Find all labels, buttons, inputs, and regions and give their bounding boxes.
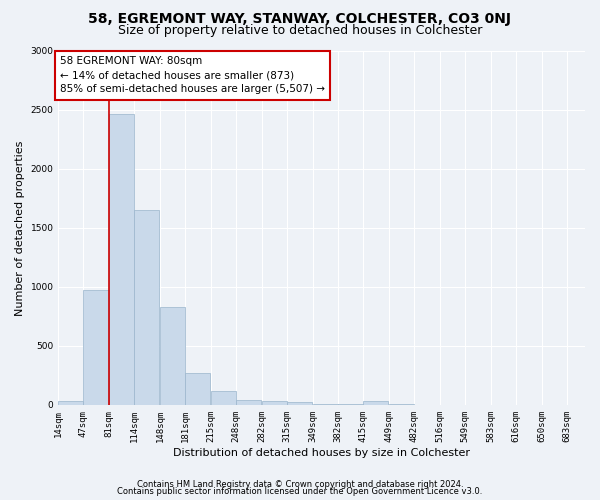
- Text: Contains HM Land Registry data © Crown copyright and database right 2024.: Contains HM Land Registry data © Crown c…: [137, 480, 463, 489]
- Bar: [211, 390, 236, 405]
- Bar: [83, 290, 109, 405]
- Bar: [338, 404, 363, 405]
- Bar: [134, 210, 160, 405]
- Bar: [236, 400, 261, 405]
- Text: Size of property relative to detached houses in Colchester: Size of property relative to detached ho…: [118, 24, 482, 37]
- Bar: [262, 402, 287, 405]
- Y-axis label: Number of detached properties: Number of detached properties: [15, 140, 25, 316]
- Bar: [185, 373, 211, 405]
- Text: 58, EGREMONT WAY, STANWAY, COLCHESTER, CO3 0NJ: 58, EGREMONT WAY, STANWAY, COLCHESTER, C…: [89, 12, 511, 26]
- Bar: [363, 402, 388, 405]
- X-axis label: Distribution of detached houses by size in Colchester: Distribution of detached houses by size …: [173, 448, 470, 458]
- Text: Contains public sector information licensed under the Open Government Licence v3: Contains public sector information licen…: [118, 487, 482, 496]
- Text: 58 EGREMONT WAY: 80sqm
← 14% of detached houses are smaller (873)
85% of semi-de: 58 EGREMONT WAY: 80sqm ← 14% of detached…: [60, 56, 325, 94]
- Bar: [160, 307, 185, 405]
- Bar: [58, 402, 83, 405]
- Bar: [109, 114, 134, 405]
- Bar: [287, 402, 312, 405]
- Bar: [313, 404, 338, 405]
